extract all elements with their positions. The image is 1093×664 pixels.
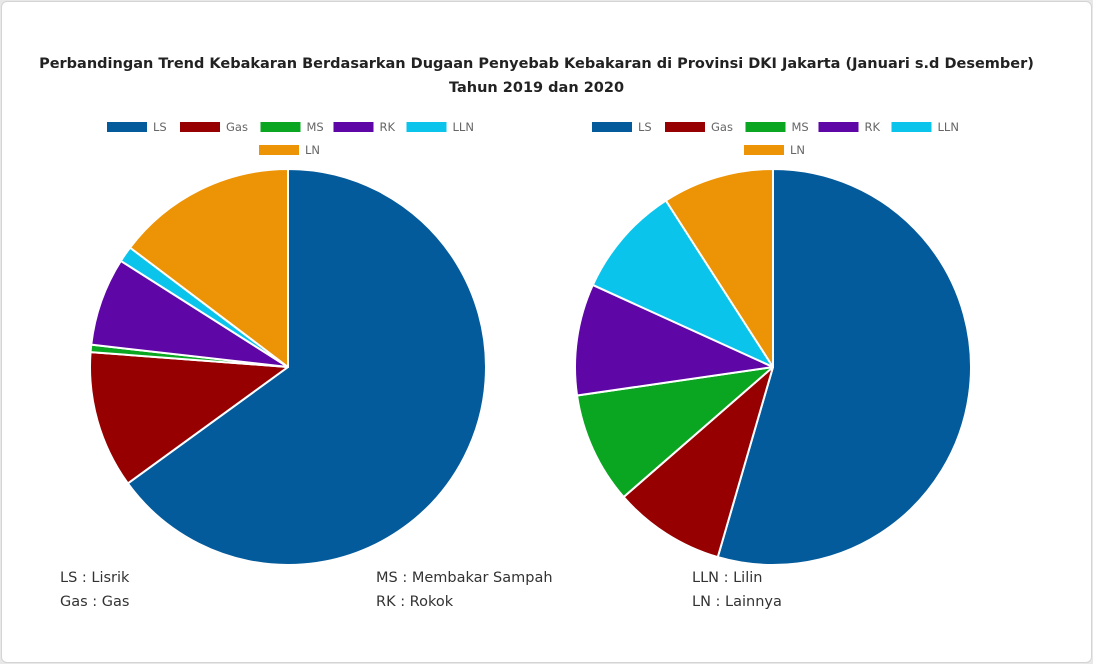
notes-col-1: LS : Lisrik Gas : Gas (60, 566, 129, 614)
legend-label-ln[interactable]: LN (790, 143, 805, 157)
legend-label-rk[interactable]: RK (865, 120, 881, 134)
note-ls: LS : Lisrik (60, 570, 130, 586)
legend-label-ms[interactable]: MS (792, 120, 809, 134)
legend-swatch-rk[interactable] (333, 122, 374, 132)
pie-slice-ln[interactable] (129, 168, 289, 368)
legend-label-gas[interactable]: Gas (226, 120, 248, 134)
legend-swatch-ms[interactable] (745, 122, 786, 132)
pie-slice-ls[interactable] (126, 168, 487, 566)
legend-swatch-rk[interactable] (818, 122, 859, 132)
legend-swatch-ln[interactable] (259, 145, 299, 155)
legend-swatch-gas[interactable] (180, 122, 220, 132)
legend-label-ln[interactable]: LN (305, 143, 320, 157)
notes-col-3: LLN : Lilin LN : Lainnya (692, 566, 782, 614)
pie-slice-ms[interactable] (576, 366, 774, 498)
legend-swatch-lln[interactable] (891, 122, 932, 132)
note-lln: LLN : Lilin (692, 570, 763, 586)
legend-swatch-gas[interactable] (665, 122, 705, 132)
chart-title: Perbandingan Trend Kebakaran Berdasarkan… (2, 52, 1071, 100)
legend-label-ls[interactable]: LS (638, 120, 652, 134)
pie-slice-ls[interactable] (716, 168, 972, 566)
legend-swatch-lln[interactable] (406, 122, 447, 132)
notes-col-2: MS : Membakar Sampah RK : Rokok (376, 566, 553, 614)
legend-label-lln[interactable]: LLN (453, 120, 474, 134)
legend-label-ls[interactable]: LS (153, 120, 167, 134)
pie-slice-rk[interactable] (574, 283, 774, 397)
chart-title-line2: Tahun 2019 dan 2020 (448, 80, 625, 96)
legend-1: LS Gas MS RK LLN LN (107, 120, 474, 157)
legend-label-ms[interactable]: MS (307, 120, 324, 134)
legend-swatch-ln[interactable] (744, 145, 784, 155)
note-gas: Gas : Gas (60, 594, 130, 610)
pie-chart-2: LS Gas MS RK LLN LN (574, 120, 972, 566)
note-rk: RK : Rokok (376, 594, 454, 610)
legend-label-gas[interactable]: Gas (711, 120, 733, 134)
pie-slice-lln[interactable] (591, 199, 774, 368)
legend-2: LS Gas MS RK LLN LN (592, 120, 959, 157)
legend-swatch-ls[interactable] (592, 122, 632, 132)
legend-swatch-ls[interactable] (107, 122, 147, 132)
pie-chart-1: LS Gas MS RK LLN LN (89, 120, 487, 566)
legend-label-lln[interactable]: LLN (938, 120, 959, 134)
note-ms: MS : Membakar Sampah (376, 570, 553, 586)
note-ln: LN : Lainnya (692, 594, 782, 610)
pie-slice-ln[interactable] (664, 168, 774, 368)
chart-title-line1: Perbandingan Trend Kebakaran Berdasarkan… (39, 56, 1034, 72)
legend-swatch-ms[interactable] (260, 122, 301, 132)
legend-label-rk[interactable]: RK (380, 120, 396, 134)
pie-slice-gas[interactable] (89, 351, 289, 485)
pie-slice-gas[interactable] (622, 366, 774, 559)
